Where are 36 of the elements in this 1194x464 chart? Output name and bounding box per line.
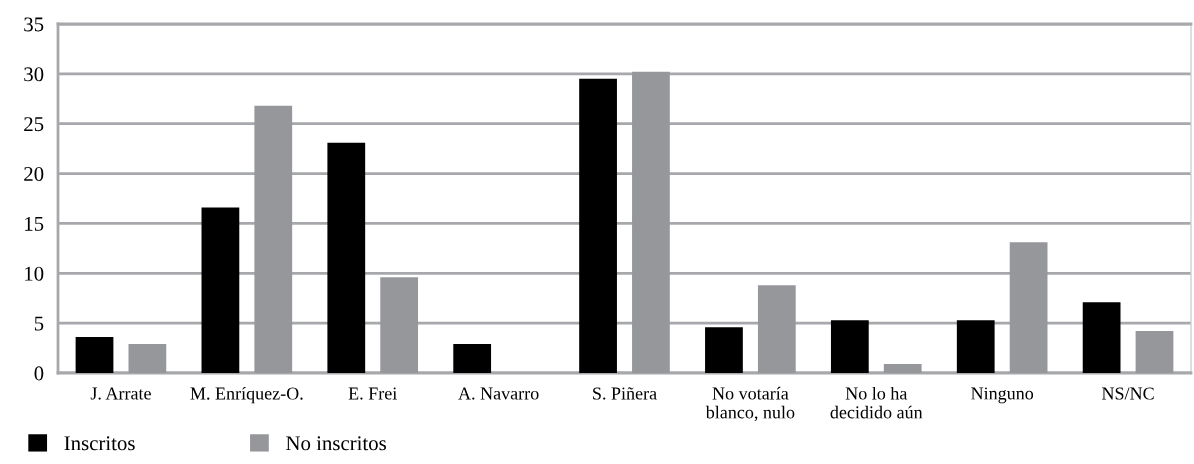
x-tick-label: Ninguno (971, 387, 1034, 404)
bar (1135, 331, 1174, 373)
y-tick-label: 5 (34, 316, 44, 331)
x-tick-label: A. Navarro (458, 387, 539, 400)
y-tick-label: 0 (34, 366, 44, 381)
bar (75, 337, 114, 373)
legend-label: Inscritos (64, 436, 135, 451)
bar (883, 364, 922, 373)
y-tick-label: 35 (24, 17, 44, 32)
y-tick-label: 15 (25, 216, 44, 231)
x-tick-label: J. Arrate (90, 387, 151, 400)
bar (201, 207, 240, 373)
bar (1009, 242, 1048, 373)
bar (128, 344, 167, 373)
bar (757, 285, 796, 373)
x-tick-label: E. Frei (348, 387, 397, 400)
y-tick-label: 10 (25, 266, 44, 281)
bar (705, 327, 743, 373)
bar (579, 78, 617, 373)
y-tick-label: 20 (24, 166, 44, 181)
bar (453, 344, 492, 373)
bar (327, 142, 366, 373)
x-tick-label: M. Enríquez-O. (190, 386, 303, 404)
x-tick-label: No votaría blanco, nulo (705, 386, 795, 422)
x-tick-label: No lo ha decidido aún (830, 386, 923, 419)
bar (956, 320, 995, 373)
bar (254, 105, 293, 373)
x-tick-label: NS/NC (1101, 387, 1154, 400)
y-tick-label: 30 (24, 67, 44, 82)
bar (380, 277, 419, 373)
bar (1082, 302, 1121, 373)
bar (632, 71, 670, 373)
legend-label: No inscritos (286, 436, 386, 451)
bar (830, 320, 869, 373)
y-tick-label: 25 (24, 117, 44, 132)
x-tick-label: S. Piñera (593, 387, 657, 400)
